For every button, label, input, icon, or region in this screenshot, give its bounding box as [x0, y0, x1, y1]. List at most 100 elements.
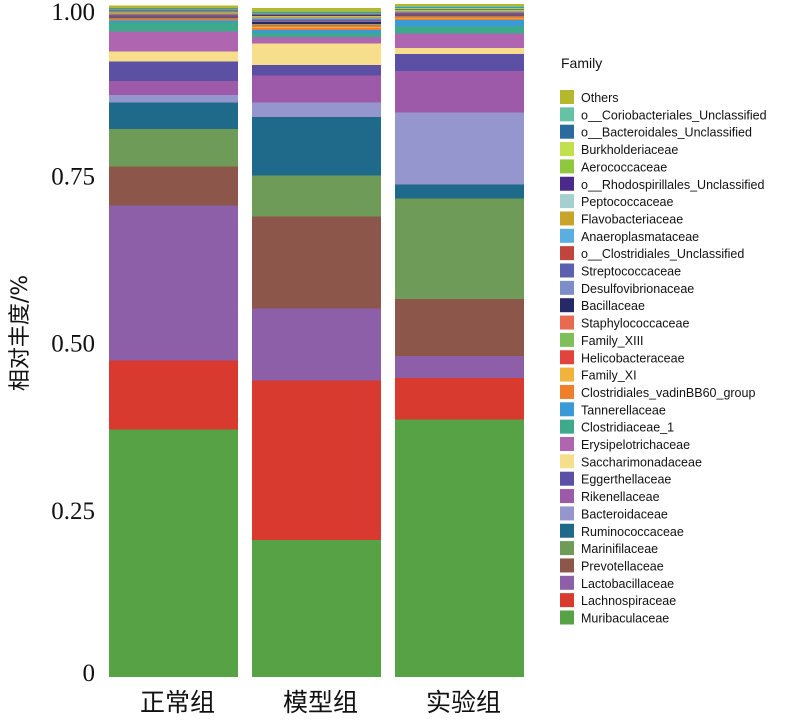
- bar-segment-o-clostridiales-unclassified-1: [109, 14, 238, 16]
- bar-segment-helicobacteraceae-3: [395, 16, 524, 18]
- bar-segment-others-fill-2: [252, 8, 381, 10]
- legend-swatch-bacillaceae: [560, 298, 574, 313]
- y-axis-title: 相对丰度/%: [8, 275, 33, 391]
- bar-segment-flavobacteriaceae-2: [252, 16, 381, 19]
- bar-segment-bacteroidaceae-2: [252, 102, 381, 118]
- legend-swatch-helicobacteraceae: [560, 350, 574, 365]
- legend-swatch-eggerthellaceae: [560, 471, 574, 486]
- bar-segment-helicobacteraceae-2: [252, 25, 381, 27]
- bar-segment-o-coriobacteriales-unclassified-2: [252, 11, 381, 13]
- legend-label-burkholderiaceae: Burkholderiaceae: [581, 143, 678, 157]
- legend-swatch-o-coriobacteriales-unclassified: [560, 107, 574, 122]
- bar-segment-burkholderiaceae-1: [109, 9, 238, 11]
- bar-segment-family-xiii-3: [395, 16, 524, 17]
- legend-label-flavobacteriaceae: Flavobacteriaceae: [581, 212, 683, 226]
- bar-segment-bacillaceae-1: [109, 16, 238, 18]
- bar-segment-streptococcaceae-3: [395, 13, 524, 15]
- bar-segment-anaeroplasmataceae-3: [395, 11, 524, 13]
- legend-label-tannerellaceae: Tannerellaceae: [581, 403, 666, 417]
- bar-segment-ruminococcaceae-1: [109, 102, 238, 130]
- legend-swatch-clostridiales-vadinbb60-group: [560, 384, 574, 399]
- bar-segment-ruminococcaceae-3: [395, 184, 524, 199]
- bar-segment-bacillaceae-3: [395, 14, 524, 16]
- legend-swatch-staphylococcaceae: [560, 315, 574, 330]
- bar-segment-staphylococcaceae-1: [109, 17, 238, 19]
- legend-swatch-erysipelotrichaceae: [560, 437, 574, 451]
- bar-segment-eggerthellaceae-1: [109, 61, 238, 81]
- bar-segment-clostridiaceae-1-2: [252, 32, 381, 37]
- bar-segment-anaeroplasmataceae-2: [252, 18, 381, 20]
- bar-segment-eggerthellaceae-3: [395, 54, 524, 71]
- bar-segment-ruminococcaceae-2: [252, 117, 381, 176]
- bar-segment-peptococcaceae-1: [109, 11, 238, 13]
- legend-swatch-desulfovibrionaceae: [560, 280, 574, 295]
- plot-area: [109, 3, 524, 677]
- legend-label-desulfovibrionaceae: Desulfovibrionaceae: [581, 282, 694, 296]
- legend-swatch-streptococcaceae: [560, 263, 574, 278]
- legend-swatch-others: [560, 90, 574, 104]
- bar-segment-streptococcaceae-1: [109, 15, 238, 17]
- legend-label-o-rhodospirillales-unclassified: o__Rhodospirillales_Unclassified: [581, 178, 764, 192]
- bar-segment-o-rhodospirillales-unclassified-2: [252, 14, 381, 17]
- bar-segment-muribaculaceae-3: [395, 419, 524, 677]
- bar-segment-tannerellaceae-3: [395, 20, 524, 27]
- bar-segment-lactobacillaceae-3: [395, 355, 524, 378]
- legend-title: Family: [561, 55, 602, 71]
- bar-segment-rikenellaceae-3: [395, 70, 524, 113]
- bar-segment-erysipelotrichaceae-3: [395, 33, 524, 49]
- bar-segment-burkholderiaceae-2: [252, 13, 381, 15]
- bar-segment-aerococcaceae-2: [252, 14, 381, 15]
- legend-swatch-marinifilaceae: [560, 541, 574, 556]
- legend-label-marinifilaceae: Marinifilaceae: [581, 542, 658, 556]
- bar-segment-rikenellaceae-1: [109, 80, 238, 95]
- legend-swatch-lachnospiraceae: [560, 593, 574, 608]
- bar-segment-tannerellaceae-1: [109, 20, 238, 23]
- bar-segment-clostridiaceae-1-3: [395, 26, 524, 34]
- legend-label-erysipelotrichaceae: Erysipelotrichaceae: [581, 438, 690, 452]
- legend-label-helicobacteraceae: Helicobacteraceae: [581, 351, 685, 365]
- legend-swatch-tannerellaceae: [560, 402, 574, 417]
- bar-segment-lachnospiraceae-2: [252, 380, 381, 540]
- legend-label-aerococcaceae: Aerococcaceae: [581, 160, 667, 174]
- legend-swatch-o-clostridiales-unclassified: [560, 246, 574, 261]
- legend-label-lachnospiraceae: Lachnospiraceae: [581, 594, 676, 608]
- y-tick-label: 0: [83, 660, 96, 687]
- bar-segment-bacillaceae-2: [252, 22, 381, 25]
- bar-segment-staphylococcaceae-2: [252, 24, 381, 25]
- legend-label-bacteroidaceae: Bacteroidaceae: [581, 507, 668, 521]
- bar-segment-flavobacteriaceae-3: [395, 10, 524, 12]
- bar-segment-erysipelotrichaceae-2: [252, 36, 381, 44]
- legend-label-family-xi: Family_XI: [581, 369, 637, 383]
- bar-segment-family-xiii-2: [252, 24, 381, 26]
- bar-segment-marinifilaceae-2: [252, 175, 381, 217]
- bar-segment-others-3: [395, 3, 524, 6]
- bar-segment-prevotellaceae-3: [395, 299, 524, 356]
- bar-segment-desulfovibrionaceae-3: [395, 14, 524, 15]
- legend-label-o-bacteroidales-unclassified: o__Bacteroidales_Unclassified: [581, 126, 752, 140]
- bar-segment-lactobacillaceae-2: [252, 308, 381, 381]
- bar-segment-clostridiaceae-1-1: [109, 22, 238, 32]
- y-tick-label: 0.75: [51, 163, 95, 190]
- bar-segment-muribaculaceae-1: [109, 429, 238, 677]
- legend-swatch-peptococcaceae: [560, 194, 574, 209]
- legend-label-prevotellaceae: Prevotellaceae: [581, 559, 664, 573]
- bar-segment-peptococcaceae-2: [252, 16, 381, 17]
- legend-swatch-muribaculaceae: [560, 610, 574, 625]
- y-tick-label: 0.50: [51, 331, 95, 358]
- bar-segment-saccharimonadaceae-2: [252, 43, 381, 65]
- bar-segment-aerococcaceae-3: [395, 8, 524, 10]
- bar-segment-eggerthellaceae-2: [252, 64, 381, 76]
- bar-segment-helicobacteraceae-1: [109, 18, 238, 20]
- legend-label-staphylococcaceae: Staphylococcaceae: [581, 317, 689, 331]
- bar-segment-clostridiales-vadinbb60-group-1: [109, 20, 238, 21]
- bar-segment-o-coriobacteriales-unclassified-1: [109, 8, 238, 9]
- legend-swatch-aerococcaceae: [560, 159, 574, 174]
- y-tick-label: 1.00: [51, 0, 95, 26]
- legend-swatch-ruminococcaceae: [560, 523, 574, 538]
- legend-swatch-lactobacillaceae: [560, 575, 574, 590]
- legend-label-eggerthellaceae: Eggerthellaceae: [581, 473, 671, 487]
- legend-label-clostridiales-vadinbb60-group: Clostridiales_vadinBB60_group: [581, 386, 755, 400]
- bar-segment-clostridiales-vadinbb60-group-3: [395, 18, 524, 21]
- legend-label-anaeroplasmataceae: Anaeroplasmataceae: [581, 230, 699, 244]
